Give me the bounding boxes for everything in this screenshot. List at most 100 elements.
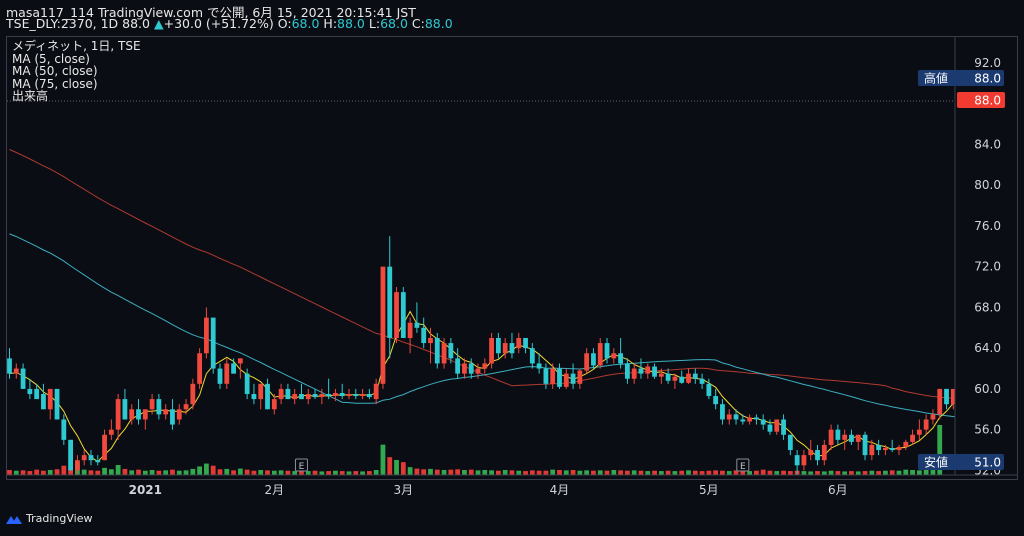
tradingview-label: TradingView	[26, 512, 93, 525]
price-tick-label: 64.0	[974, 341, 1001, 355]
volume-bar	[299, 471, 304, 475]
candle-body	[305, 394, 311, 400]
price-tick-label: 56.0	[974, 423, 1001, 437]
legend-ma5[interactable]: MA (5, close)	[12, 51, 90, 66]
low-value: 68.0	[380, 16, 408, 31]
candle-body	[468, 363, 474, 374]
candle-body	[237, 358, 243, 364]
volume-bar	[122, 468, 128, 475]
candle-body	[516, 337, 522, 349]
ma5-line	[9, 310, 955, 463]
volume-bar	[645, 471, 651, 475]
volume-bar	[624, 470, 630, 475]
volume-bar	[910, 470, 915, 475]
legend-ma50[interactable]: MA (50, close)	[12, 64, 98, 78]
volume-bar	[570, 470, 576, 475]
volume-bar	[455, 469, 461, 475]
candle-body	[855, 434, 861, 442]
volume-bar	[149, 470, 155, 475]
candle-body	[801, 455, 807, 466]
candle-body	[380, 266, 386, 384]
candle-body	[699, 378, 705, 384]
candle-body	[312, 394, 318, 398]
candle-body	[930, 414, 936, 420]
tradingview-logo[interactable]: TradingView	[6, 512, 92, 525]
candle-body	[142, 409, 148, 420]
candle-body	[781, 419, 786, 435]
volume-bar	[903, 469, 909, 475]
candle-body	[156, 399, 162, 415]
volume-bar	[373, 470, 379, 475]
candle-body	[217, 368, 223, 384]
volume-bar	[27, 471, 33, 475]
volume-bar	[366, 471, 372, 475]
volume-bar	[638, 470, 644, 475]
close-value: 88.0	[424, 16, 453, 31]
candle-body	[502, 343, 508, 354]
candle-body	[584, 353, 590, 371]
volume-bar	[876, 471, 882, 475]
volume-bar	[468, 469, 474, 475]
candle-body	[638, 368, 644, 374]
earnings-marker	[736, 458, 750, 472]
volume-bar	[95, 470, 101, 475]
volume-bar	[448, 469, 454, 475]
candle-body	[13, 368, 19, 374]
volume-bar	[231, 470, 236, 475]
candle-body	[346, 394, 352, 397]
candle-body	[115, 399, 121, 430]
candle-body	[292, 394, 298, 400]
candle-body	[563, 373, 569, 387]
candle-body	[129, 409, 135, 420]
high-price-label: 88.0	[974, 72, 1001, 86]
candle-body	[624, 363, 630, 379]
volume-bar	[577, 470, 583, 475]
volume-bar	[20, 470, 26, 475]
volume-bar	[584, 470, 590, 475]
candle-body	[489, 337, 494, 364]
open-label: O:	[277, 16, 292, 31]
volume-bar	[523, 471, 528, 475]
volume-bar	[502, 470, 508, 475]
candle-body	[434, 337, 440, 364]
low-price-name: 安値	[924, 455, 948, 470]
candle-body	[271, 399, 277, 410]
volume-bar	[713, 470, 719, 475]
candle-body	[197, 353, 203, 384]
volume-bar	[604, 470, 610, 475]
candle-body	[41, 394, 46, 410]
publish-info: masa117_114 TradingView.com で公開, 6月 15, …	[6, 5, 416, 20]
candle-body	[733, 414, 739, 420]
volume-bar	[13, 470, 19, 475]
volume-bar	[292, 471, 298, 475]
volume-bar	[679, 470, 685, 475]
candle-body	[95, 460, 101, 463]
candle-body	[509, 343, 515, 354]
volume-bar	[665, 470, 671, 475]
volume-bar	[339, 471, 345, 475]
volume-bar	[353, 471, 359, 475]
earnings-marker-label: E	[299, 462, 305, 472]
candle-body	[163, 409, 169, 415]
candle-body	[88, 455, 94, 461]
candle-body	[631, 368, 637, 379]
volume-bar	[597, 470, 603, 475]
candle-body	[828, 429, 834, 445]
candle-body	[455, 358, 461, 374]
volume-bar	[360, 471, 365, 475]
candle-body	[27, 388, 33, 395]
candle-body	[81, 455, 87, 461]
volume-bar	[102, 467, 107, 475]
symbol-ohlc-line: TSE_DLY:2370, 1D 88.0 ▲+30.0 (+51.72%) O…	[6, 16, 453, 31]
candle-body	[529, 348, 535, 364]
candle-body	[577, 370, 583, 384]
legend-ma75[interactable]: MA (75, close)	[12, 76, 98, 91]
legend-volume[interactable]: 出来高	[12, 89, 49, 103]
candle-body	[265, 383, 270, 410]
candle-body	[68, 439, 74, 471]
candle-body	[591, 353, 596, 366]
legend-title[interactable]: メディネット, 1日, TSE	[12, 39, 141, 53]
candle-body	[285, 388, 291, 400]
chart-frame[interactable]	[6, 36, 1018, 480]
